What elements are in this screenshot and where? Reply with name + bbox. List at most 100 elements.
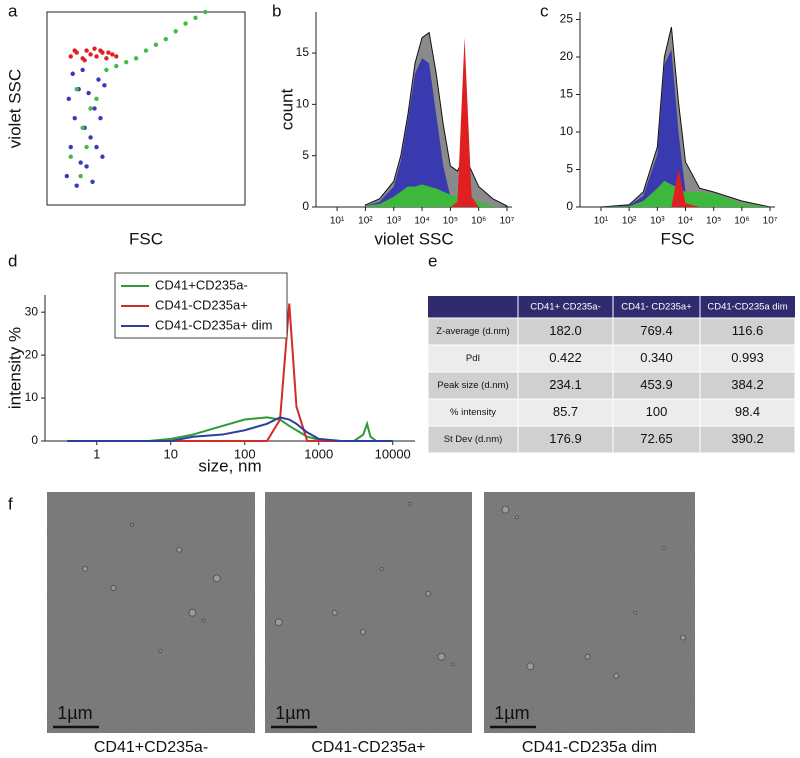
particle — [680, 634, 686, 641]
panel-label: c — [540, 1, 549, 20]
table-cell: 116.6 — [732, 323, 764, 338]
scatter-point — [74, 87, 79, 92]
panel-label: d — [8, 251, 17, 270]
scatter-point — [88, 135, 93, 140]
scatter-point — [163, 36, 168, 42]
scatter-point — [80, 125, 85, 130]
particle — [130, 523, 135, 527]
y-tick-label: 20 — [560, 49, 574, 63]
x-tick-label: 10 — [163, 446, 177, 461]
scatter-point — [173, 29, 178, 34]
particle — [662, 545, 666, 550]
x-tick-label: 10² — [622, 216, 637, 227]
y-axis-label: violet SSC — [5, 69, 24, 148]
scatter-point — [78, 173, 83, 179]
particle — [437, 652, 446, 661]
y-axis-label: count — [277, 88, 296, 130]
particle — [176, 546, 183, 553]
panel-label: f — [8, 494, 13, 513]
scatter-point — [102, 83, 107, 88]
table-cell: 100 — [646, 404, 668, 419]
x-tick-label: 10⁶ — [734, 216, 749, 227]
table-cell: 72.65 — [640, 431, 673, 446]
scatter-point — [78, 160, 83, 165]
y-axis-label: intensity % — [5, 327, 24, 409]
scatter-point — [82, 58, 87, 63]
particle — [359, 628, 366, 635]
image-caption: CD41+CD235a- — [94, 739, 208, 756]
table-header — [428, 296, 795, 318]
x-tick-label: 10⁶ — [471, 216, 486, 227]
scatter-point — [98, 48, 103, 53]
scatter-point — [88, 106, 93, 111]
scatter-point — [74, 183, 79, 188]
x-tick-label: 10⁵ — [706, 216, 721, 227]
table-row — [427, 317, 796, 346]
chart: FSC violet SSC — [5, 9, 246, 248]
scatter-point — [100, 154, 105, 159]
scatter-point — [96, 77, 101, 82]
particle — [82, 565, 89, 572]
table-cell: 769.4 — [640, 323, 673, 338]
scatter-point — [84, 144, 89, 150]
scatter-point — [143, 48, 149, 53]
sem-image: 1µm CD41-CD235a dim — [484, 492, 695, 756]
table-row — [427, 425, 796, 454]
line-series — [67, 416, 393, 442]
image-grain — [47, 492, 255, 733]
table-cell: 0.340 — [640, 350, 673, 365]
scatter-point — [68, 154, 73, 159]
row-label: Peak size (d.nm) — [437, 380, 508, 391]
particle — [450, 662, 455, 667]
row-label: Z-average (d.nm) — [436, 326, 509, 337]
x-tick-label: 10000 — [375, 446, 411, 461]
scatter-point — [94, 54, 99, 59]
scatter-point — [124, 59, 129, 65]
table-cell: 182.0 — [549, 323, 582, 338]
scale-bar-label: 1µm — [494, 703, 529, 723]
particle — [212, 574, 221, 583]
x-tick-label: 100 — [234, 446, 256, 461]
table-cell: 390.2 — [731, 431, 764, 446]
scatter-point — [64, 173, 70, 179]
particle — [110, 585, 117, 591]
scatter-point — [84, 164, 89, 169]
scatter-point — [68, 54, 73, 59]
x-tick-label: 1000 — [304, 446, 333, 461]
image-grain — [484, 492, 695, 733]
y-tick-label: 5 — [302, 148, 309, 162]
x-tick-label: 10³ — [650, 216, 665, 227]
scatter-point — [114, 63, 119, 69]
particle — [188, 608, 197, 617]
particle — [526, 662, 535, 671]
x-tick-label: 1 — [93, 446, 100, 461]
scale-bar-label: 1µm — [57, 703, 92, 723]
particle — [158, 649, 163, 653]
x-axis-label: FSC — [661, 229, 695, 248]
particle — [407, 502, 412, 506]
scatter-point — [72, 48, 77, 53]
scatter-point — [92, 46, 97, 51]
scatter-point — [98, 115, 103, 121]
chart: 0 10 20 30 1 10 100 1000 10000 size, nm intensity … — [5, 272, 415, 475]
histogram-area — [365, 58, 508, 208]
scatter-point — [114, 54, 119, 59]
row-label: St Dev (d.nm) — [444, 434, 503, 445]
scatter-point — [110, 52, 115, 57]
scatter-point — [72, 115, 77, 121]
table-cell: 85.7 — [553, 404, 578, 419]
y-tick-label: 15 — [560, 87, 574, 101]
particle — [425, 590, 432, 597]
legend-label: CD41+CD235a- — [155, 277, 248, 292]
scatter-point — [104, 67, 109, 73]
particle — [379, 566, 384, 571]
scatter-point — [92, 106, 97, 111]
x-tick-label: 10² — [358, 216, 373, 227]
scatter-point — [203, 9, 208, 15]
column-header: CD41-CD235a dim — [707, 302, 787, 313]
chart: 0 5 10 15 10¹ 10² 10³ 10⁴ 10⁵ 10⁶ 10⁷ violet SSC cou… — [277, 12, 515, 248]
chart: 0 5 10 15 20 25 10¹ 10² 10³ 10⁴ 10⁵ 10⁶ 10⁷ FSC — [560, 12, 778, 249]
table-cell: 234.1 — [549, 377, 582, 392]
